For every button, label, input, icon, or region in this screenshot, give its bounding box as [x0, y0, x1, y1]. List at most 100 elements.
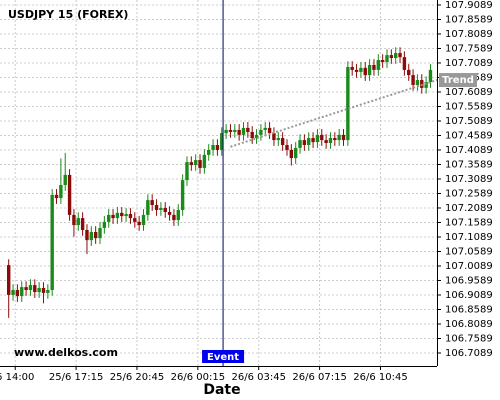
- candle-body: [415, 80, 420, 85]
- candle-body: [41, 287, 46, 293]
- candle-body: [150, 200, 154, 206]
- candle-body: [293, 147, 298, 159]
- y-tick-label: 107.4589: [445, 130, 493, 141]
- candle-body: [15, 290, 20, 297]
- candle-body: [246, 127, 250, 132]
- x-tick-label: 6 14:00: [0, 372, 34, 383]
- candle-body: [159, 207, 163, 210]
- candle-body: [20, 287, 24, 297]
- candle-body: [389, 55, 394, 59]
- candle-body: [407, 69, 411, 76]
- candle-body: [146, 200, 150, 215]
- candle-body: [80, 218, 85, 230]
- candle-body: [398, 53, 402, 58]
- y-tick-label: 106.7589: [445, 333, 493, 344]
- candle-body: [176, 209, 180, 221]
- x-tick-label: 26/6 10:45: [353, 372, 407, 383]
- candle-body: [228, 129, 233, 132]
- candle-body: [233, 129, 237, 132]
- candle-body: [124, 214, 128, 217]
- x-tick-label: 26/6 00:15: [171, 372, 225, 383]
- candle-body: [93, 232, 98, 239]
- y-tick-label: 106.7089: [445, 348, 493, 359]
- candle-body: [254, 134, 259, 139]
- candle-body: [6, 265, 11, 295]
- candle-body: [324, 140, 328, 143]
- candle-body: [267, 127, 272, 134]
- y-tick-label: 107.5089: [445, 116, 493, 127]
- y-tick-label: 106.9089: [445, 290, 493, 301]
- candle-body: [276, 138, 280, 141]
- candle-body: [59, 185, 63, 199]
- candle-body: [428, 69, 433, 83]
- candle-body: [67, 174, 72, 215]
- candle-body: [11, 290, 15, 295]
- candle-body: [337, 134, 341, 141]
- candle-body: [89, 232, 94, 241]
- y-tick-label: 107.5589: [445, 101, 493, 112]
- candle-body: [250, 131, 254, 139]
- candle-body: [128, 214, 133, 219]
- candle-body: [350, 66, 354, 70]
- candle-body: [54, 194, 59, 199]
- y-tick-label: 107.3089: [445, 174, 493, 185]
- x-tick-label: 25/6 17:15: [49, 372, 103, 383]
- candle-body: [154, 205, 159, 210]
- candle-body: [46, 290, 50, 293]
- candle-body: [359, 67, 363, 72]
- candle-body: [259, 129, 263, 135]
- candle-body: [37, 287, 41, 293]
- candle-body: [180, 180, 185, 210]
- y-tick-label: 107.1089: [445, 232, 493, 243]
- event-label-box: [202, 350, 245, 363]
- candle-body: [380, 60, 385, 63]
- y-tick-label: 107.8589: [445, 14, 493, 25]
- candle-body: [346, 66, 350, 141]
- chart-title: USDJPY 15 (FOREX): [8, 8, 128, 21]
- candle-body: [72, 214, 76, 226]
- y-tick-label: 106.8089: [445, 319, 493, 330]
- candle-body: [141, 214, 146, 226]
- y-tick-label: 107.9089: [445, 0, 493, 11]
- y-tick-label: 107.0589: [445, 246, 493, 257]
- candle-body: [224, 129, 228, 134]
- candle-body: [202, 154, 207, 168]
- y-tick-label: 107.3589: [445, 159, 493, 170]
- candle-body: [167, 212, 172, 215]
- y-tick-label: 106.9589: [445, 275, 493, 286]
- candle-body: [33, 285, 37, 293]
- x-tick-label: 25/6 20:45: [110, 372, 164, 383]
- candle-body: [115, 212, 120, 219]
- candle-body: [241, 127, 246, 135]
- candle-body: [354, 69, 359, 72]
- candle-body: [215, 145, 220, 150]
- x-axis-label: Date: [203, 382, 240, 398]
- candle-body: [263, 127, 267, 130]
- candle-body: [402, 57, 407, 70]
- x-tick-label: 26/6 03:45: [231, 372, 285, 383]
- candle-body: [298, 140, 302, 148]
- candle-body: [28, 285, 33, 291]
- x-tick-label: 26/6 07:15: [292, 372, 346, 383]
- candle-body: [76, 218, 80, 226]
- candle-body: [193, 160, 198, 166]
- candle-body: [120, 212, 124, 217]
- y-tick-label: 107.8089: [445, 29, 493, 40]
- candle-body: [63, 174, 67, 186]
- candle-body: [328, 138, 333, 143]
- candle-body: [220, 133, 224, 150]
- candle-body: [285, 145, 289, 150]
- trend-line: [230, 79, 438, 148]
- candle-body: [363, 67, 367, 76]
- candle-body: [385, 55, 389, 63]
- candle-body: [367, 64, 372, 76]
- candle-body: [207, 149, 211, 155]
- candle-body: [189, 162, 194, 166]
- candle-body: [393, 53, 398, 59]
- candle-body: [372, 64, 376, 70]
- y-tick-label: 107.1589: [445, 217, 493, 228]
- candle-body: [163, 207, 167, 213]
- candle-body: [376, 60, 380, 70]
- candle-body: [341, 134, 346, 141]
- candle-body: [424, 82, 428, 88]
